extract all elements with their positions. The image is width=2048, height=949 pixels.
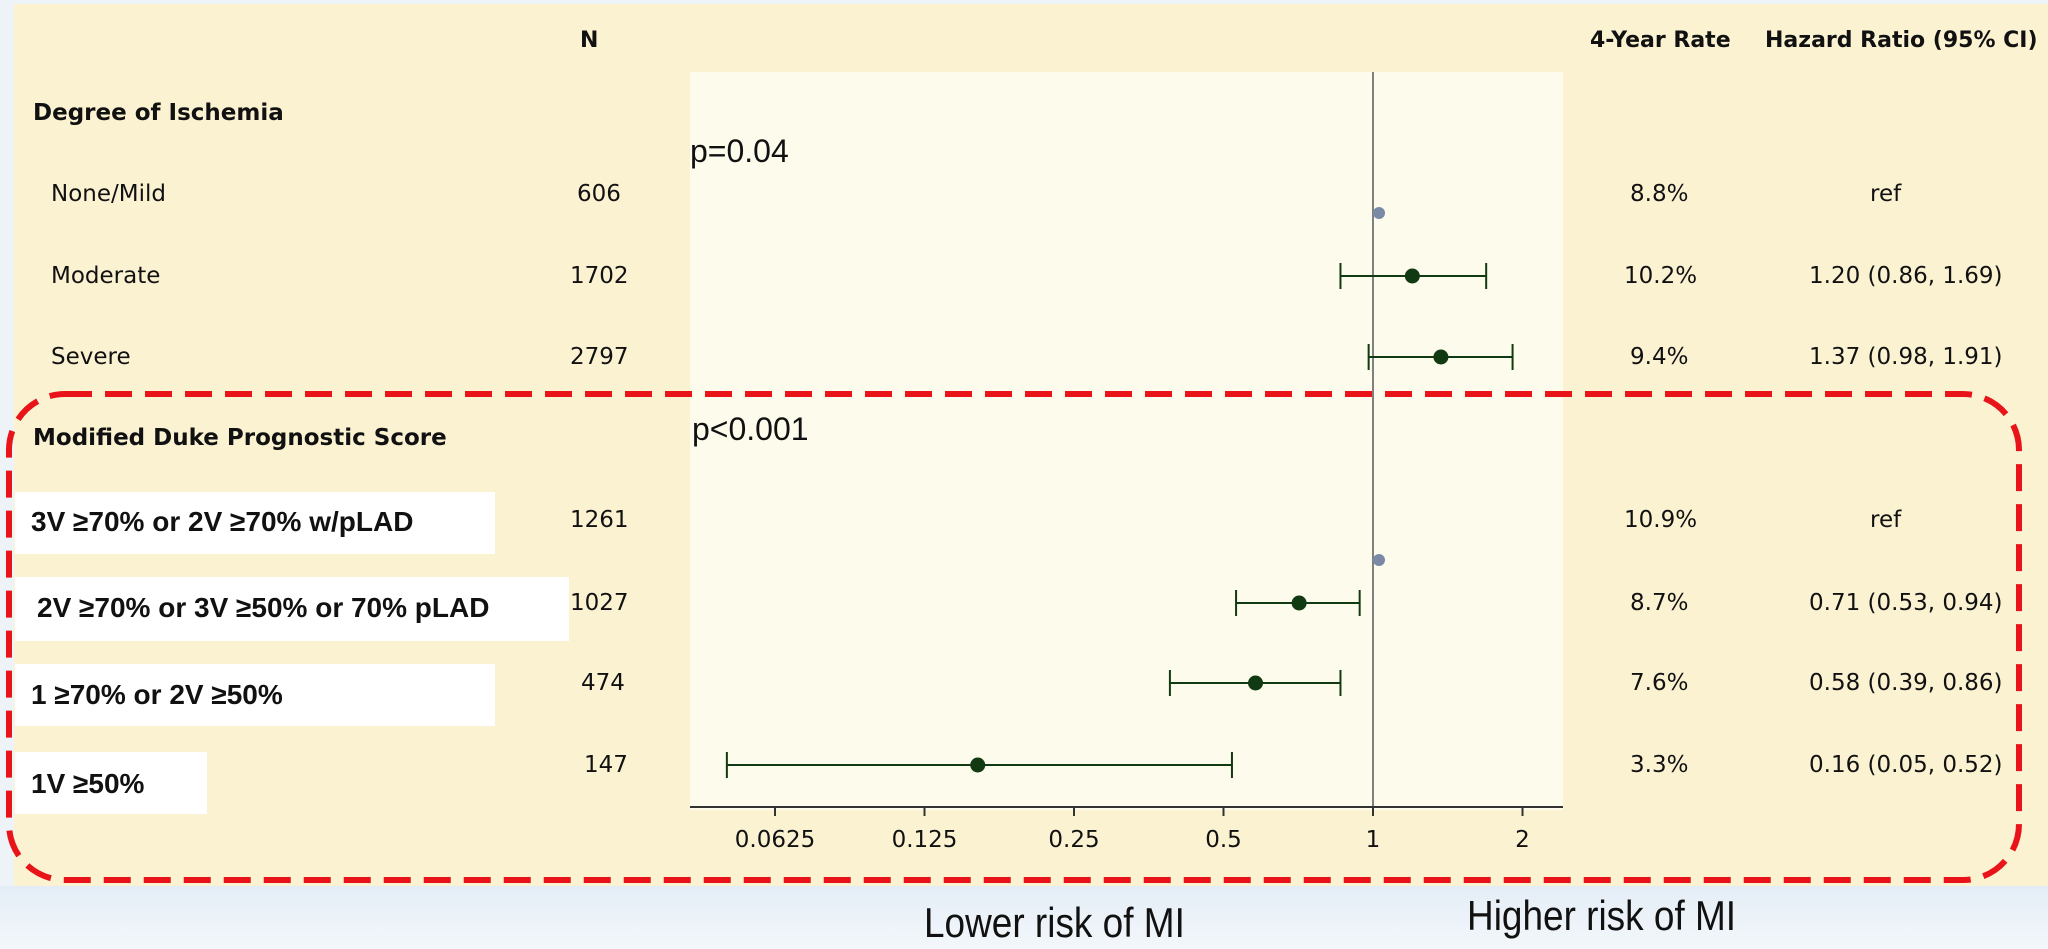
row-hr: 1.37 (0.98, 1.91)	[1809, 344, 2003, 370]
section-title: Degree of Ischemia	[33, 100, 284, 126]
label-box	[15, 752, 207, 814]
row-hr: 0.58 (0.39, 0.86)	[1809, 670, 2003, 696]
hr-point	[1291, 595, 1307, 611]
row-n: 606	[577, 181, 621, 207]
row-rate: 10.9%	[1624, 507, 1698, 533]
hr-column-header: Hazard Ratio (95% CI)	[1765, 28, 2038, 53]
row-label: None/Mild	[51, 181, 166, 207]
p-value: p<0.001	[692, 411, 809, 447]
row-label: Moderate	[51, 263, 161, 289]
ref-point	[1373, 207, 1385, 219]
p-value: p=0.04	[690, 133, 789, 169]
lower-risk-label: Lower risk of MI	[924, 899, 1185, 946]
hr-point	[1404, 268, 1420, 284]
row-n: 1702	[570, 263, 629, 289]
x-tick-label: 0.25	[1048, 827, 1099, 853]
row-n: 474	[581, 670, 625, 696]
row-rate: 8.8%	[1630, 181, 1689, 207]
hr-point	[1248, 675, 1264, 691]
row-n: 1027	[570, 590, 629, 616]
plot-area	[690, 72, 1563, 810]
section-title: Modified Duke Prognostic Score	[33, 425, 447, 451]
row-rate: 10.2%	[1624, 263, 1698, 289]
x-tick-label: 1	[1366, 827, 1381, 853]
row-label: 2V ≥70% or 3V ≥50% or 70% pLAD	[37, 592, 490, 623]
x-tick-label: 2	[1515, 827, 1530, 853]
label-box	[15, 664, 495, 726]
row-n: 2797	[570, 344, 629, 370]
label-box	[15, 492, 495, 554]
hr-point	[1433, 349, 1449, 365]
row-label: Severe	[51, 344, 131, 370]
label-box	[15, 577, 569, 641]
n-column-header: N	[580, 28, 599, 53]
row-rate: 7.6%	[1630, 670, 1689, 696]
x-tick-label: 0.5	[1205, 827, 1242, 853]
x-tick-label: 0.125	[892, 827, 958, 853]
row-hr: ref	[1870, 181, 1902, 207]
higher-risk-label: Higher risk of MI	[1467, 892, 1737, 939]
row-label: 1 ≥70% or 2V ≥50%	[31, 679, 283, 710]
hr-point	[970, 757, 986, 773]
ref-point	[1373, 554, 1385, 566]
footer-band	[0, 886, 2048, 949]
highlight-box	[6, 391, 2022, 883]
row-rate: 3.3%	[1630, 752, 1689, 778]
rate-column-header: 4-Year Rate	[1590, 28, 1731, 53]
row-hr: 1.20 (0.86, 1.69)	[1809, 263, 2003, 289]
row-label: 1V ≥50%	[31, 768, 145, 799]
row-hr: ref	[1870, 507, 1902, 533]
row-label: 3V ≥70% or 2V ≥70% w/pLAD	[31, 506, 414, 537]
row-n: 1261	[570, 507, 629, 533]
row-hr: 0.71 (0.53, 0.94)	[1809, 590, 2003, 616]
row-rate: 8.7%	[1630, 590, 1689, 616]
row-hr: 0.16 (0.05, 0.52)	[1809, 752, 2003, 778]
row-rate: 9.4%	[1630, 344, 1689, 370]
row-n: 147	[584, 752, 628, 778]
x-tick-label: 0.0625	[735, 827, 815, 853]
